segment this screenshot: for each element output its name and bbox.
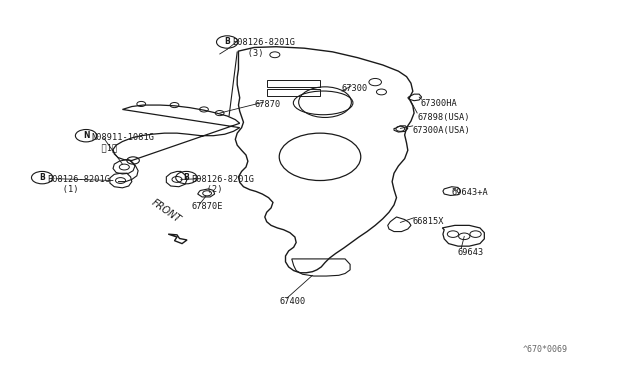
Text: 67300A(USA): 67300A(USA) — [413, 126, 470, 135]
Text: 67870: 67870 — [254, 100, 280, 109]
Text: 67300HA: 67300HA — [420, 99, 457, 108]
Text: B: B — [224, 38, 230, 46]
Text: 67898(USA): 67898(USA) — [417, 113, 470, 122]
Text: ^670*0069: ^670*0069 — [523, 345, 568, 354]
Text: 66815X: 66815X — [413, 217, 444, 226]
Polygon shape — [168, 234, 187, 244]
Text: N08911-1081G
  〈1〉: N08911-1081G 〈1〉 — [91, 133, 154, 153]
Text: 69643+A: 69643+A — [452, 188, 488, 197]
Text: B08126-8201G
   (1): B08126-8201G (1) — [47, 175, 110, 195]
Text: B: B — [184, 173, 189, 182]
Text: N: N — [83, 131, 90, 140]
Text: B: B — [39, 173, 45, 182]
Text: 67300: 67300 — [342, 84, 368, 93]
Text: 69643: 69643 — [458, 248, 484, 257]
Text: 67400: 67400 — [279, 297, 305, 306]
Text: B08126-8201G
   (3): B08126-8201G (3) — [232, 38, 295, 58]
Text: B08126-8201G
   (2): B08126-8201G (2) — [191, 175, 255, 195]
Text: 67870E: 67870E — [191, 202, 223, 211]
Text: FRONT: FRONT — [149, 197, 182, 224]
